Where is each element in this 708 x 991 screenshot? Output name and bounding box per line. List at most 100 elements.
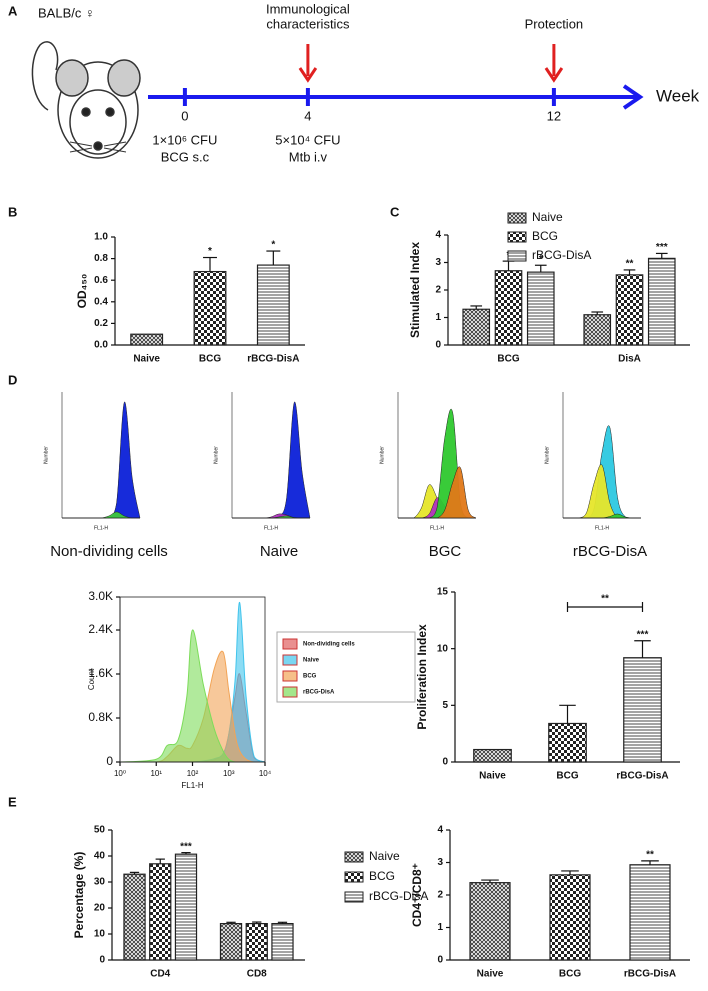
y-tick-label: 0.0: [94, 340, 108, 351]
y-tick-label: 1.0: [94, 232, 108, 243]
legend-label: rBCG-DisA: [532, 248, 591, 262]
x-axis-label: FL1-H: [94, 525, 108, 531]
y-tick-label: 1: [435, 312, 441, 323]
y-tick-label: 0.8K: [88, 710, 113, 724]
bar: [271, 922, 294, 961]
x-tick-label: 10⁰: [114, 769, 126, 778]
y-tick-label: 0.4: [94, 296, 108, 307]
significance: *: [208, 246, 212, 257]
y-tick-label: 0.6: [94, 275, 108, 286]
y-axis-label: Count: [87, 668, 96, 690]
y-tick-label: 5: [442, 700, 448, 711]
legend-label: Naive: [369, 849, 400, 863]
event-arrowhead: [544, 67, 564, 83]
x-axis-label: FL1-H: [595, 525, 609, 531]
y-axis-label: OD₄₅₀: [75, 274, 89, 309]
y-axis-label: CD4⁺/CD8⁺: [410, 863, 424, 927]
bar: [526, 271, 555, 346]
panel-label: B: [8, 204, 17, 219]
caption: BGC: [429, 543, 462, 560]
bar: [193, 270, 227, 346]
significance: *: [539, 254, 543, 265]
event-arrowhead: [298, 67, 318, 83]
histogram-area: [563, 464, 641, 519]
y-tick-label: 3: [435, 257, 441, 268]
legend-label: BCG: [369, 869, 395, 883]
legend-frame: [276, 631, 416, 703]
significance: ***: [180, 841, 192, 852]
caption: Non-dividing cells: [50, 543, 168, 560]
x-tick-label: Naive: [477, 969, 504, 980]
y-tick-label: 40: [94, 851, 106, 862]
significance: **: [626, 259, 634, 270]
y-tick-label: 3.0K: [88, 589, 113, 603]
x-tick-label: DisA: [618, 354, 641, 365]
y-axis-label: Number: [213, 446, 219, 464]
legend-swatch: [344, 871, 364, 883]
y-tick-label: 2: [435, 285, 441, 296]
timeline-event-label: Immunological: [266, 1, 350, 16]
legend-label: rBCG-DisA: [369, 889, 428, 903]
bar: [548, 722, 587, 763]
legend-label: BCG: [303, 674, 317, 680]
y-tick-label: 4: [437, 825, 443, 836]
y-axis-label: Number: [379, 446, 385, 464]
panel-label: C: [390, 204, 400, 219]
y-tick-label: 4: [435, 230, 441, 241]
histogram-area: [232, 401, 311, 519]
caption: Naive: [260, 543, 298, 560]
x-tick-label: CD8: [247, 969, 267, 980]
bar: [549, 874, 591, 961]
x-tick-label: rBCG-DisA: [247, 354, 299, 365]
bar: [494, 270, 523, 346]
bar: [462, 308, 491, 346]
y-tick-label: 0: [442, 757, 448, 768]
x-tick-label: Naive: [479, 771, 506, 782]
y-axis-label: Number: [544, 446, 550, 464]
bar: [149, 863, 172, 961]
bar: [647, 257, 676, 346]
timeline-note: BCG s.c: [161, 149, 210, 164]
legend-swatch: [282, 654, 298, 666]
legend-swatch: [507, 231, 527, 243]
timeline-tick-label: 4: [304, 108, 311, 123]
strain: BALB/c ♀: [38, 5, 95, 20]
x-tick-label: BCG: [556, 771, 578, 782]
timeline-note: Mtb i.v: [289, 149, 328, 164]
bar: [245, 922, 268, 961]
timeline-note: 1×10⁶ CFU: [152, 132, 217, 147]
y-axis-label: Proliferation Index: [415, 624, 429, 730]
histogram-area: [62, 401, 141, 519]
bar: [615, 274, 644, 346]
y-tick-label: 2.4K: [88, 622, 113, 636]
y-tick-label: 30: [94, 877, 106, 888]
x-axis-label: FL1-H: [430, 525, 444, 531]
legend-label: Naive: [532, 210, 563, 224]
bar: [623, 657, 662, 763]
x-tick-label: rBCG-DisA: [616, 771, 668, 782]
x-axis-label: FL1-H: [181, 781, 203, 790]
timeline-tick-label: 12: [547, 108, 561, 123]
y-tick-label: 0: [435, 340, 441, 351]
bar: [256, 264, 290, 346]
significance-bracket: [566, 602, 644, 612]
bracket-label: **: [601, 594, 609, 605]
legend-swatch: [507, 250, 527, 262]
bar: [219, 922, 243, 961]
y-tick-label: 3: [437, 857, 443, 868]
bar: [174, 853, 198, 961]
x-tick-label: 10²: [187, 769, 199, 778]
timeline-note: 5×10⁴ CFU: [275, 132, 340, 147]
legend-label: rBCG-DisA: [303, 690, 335, 696]
timeline-event-label: Protection: [525, 16, 584, 31]
x-tick-label: Naive: [133, 354, 160, 365]
legend-swatch: [282, 670, 298, 682]
y-tick-label: 10: [94, 929, 106, 940]
y-tick-label: 0.2: [94, 318, 108, 329]
x-tick-label: BCG: [199, 354, 221, 365]
x-tick-label: BCG: [497, 354, 519, 365]
bar: [583, 314, 612, 346]
y-tick-label: 2: [437, 890, 443, 901]
x-tick-label: 10⁴: [259, 769, 272, 778]
